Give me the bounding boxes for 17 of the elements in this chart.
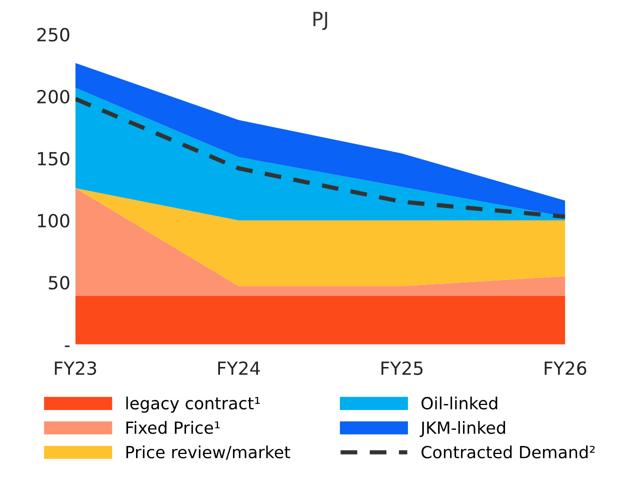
legend-label: Price review/market [126, 446, 290, 460]
y-tick-label: 200 [37, 90, 70, 104]
x-tick-label: FY26 [544, 361, 586, 376]
legend-label: Contracted Demand² [422, 446, 595, 458]
y-tick-label: 150 [38, 152, 70, 166]
legend-label: Oil-linked [422, 396, 498, 410]
legend-label: JKM-linked [420, 421, 506, 438]
y-tick-label: 250 [37, 28, 70, 42]
chart-title: PJ [313, 12, 328, 30]
x-tick-label: FY24 [218, 361, 260, 375]
legend-label: Fixed Price¹ [126, 421, 220, 434]
y-tick-label: - [64, 346, 70, 348]
legend-label: legacy contract¹ [126, 396, 260, 413]
x-tick-label: FY23 [54, 361, 96, 376]
x-tick-label: FY25 [381, 361, 423, 376]
y-tick-label: 50 [48, 276, 70, 290]
y-tick-label: 100 [38, 214, 70, 228]
